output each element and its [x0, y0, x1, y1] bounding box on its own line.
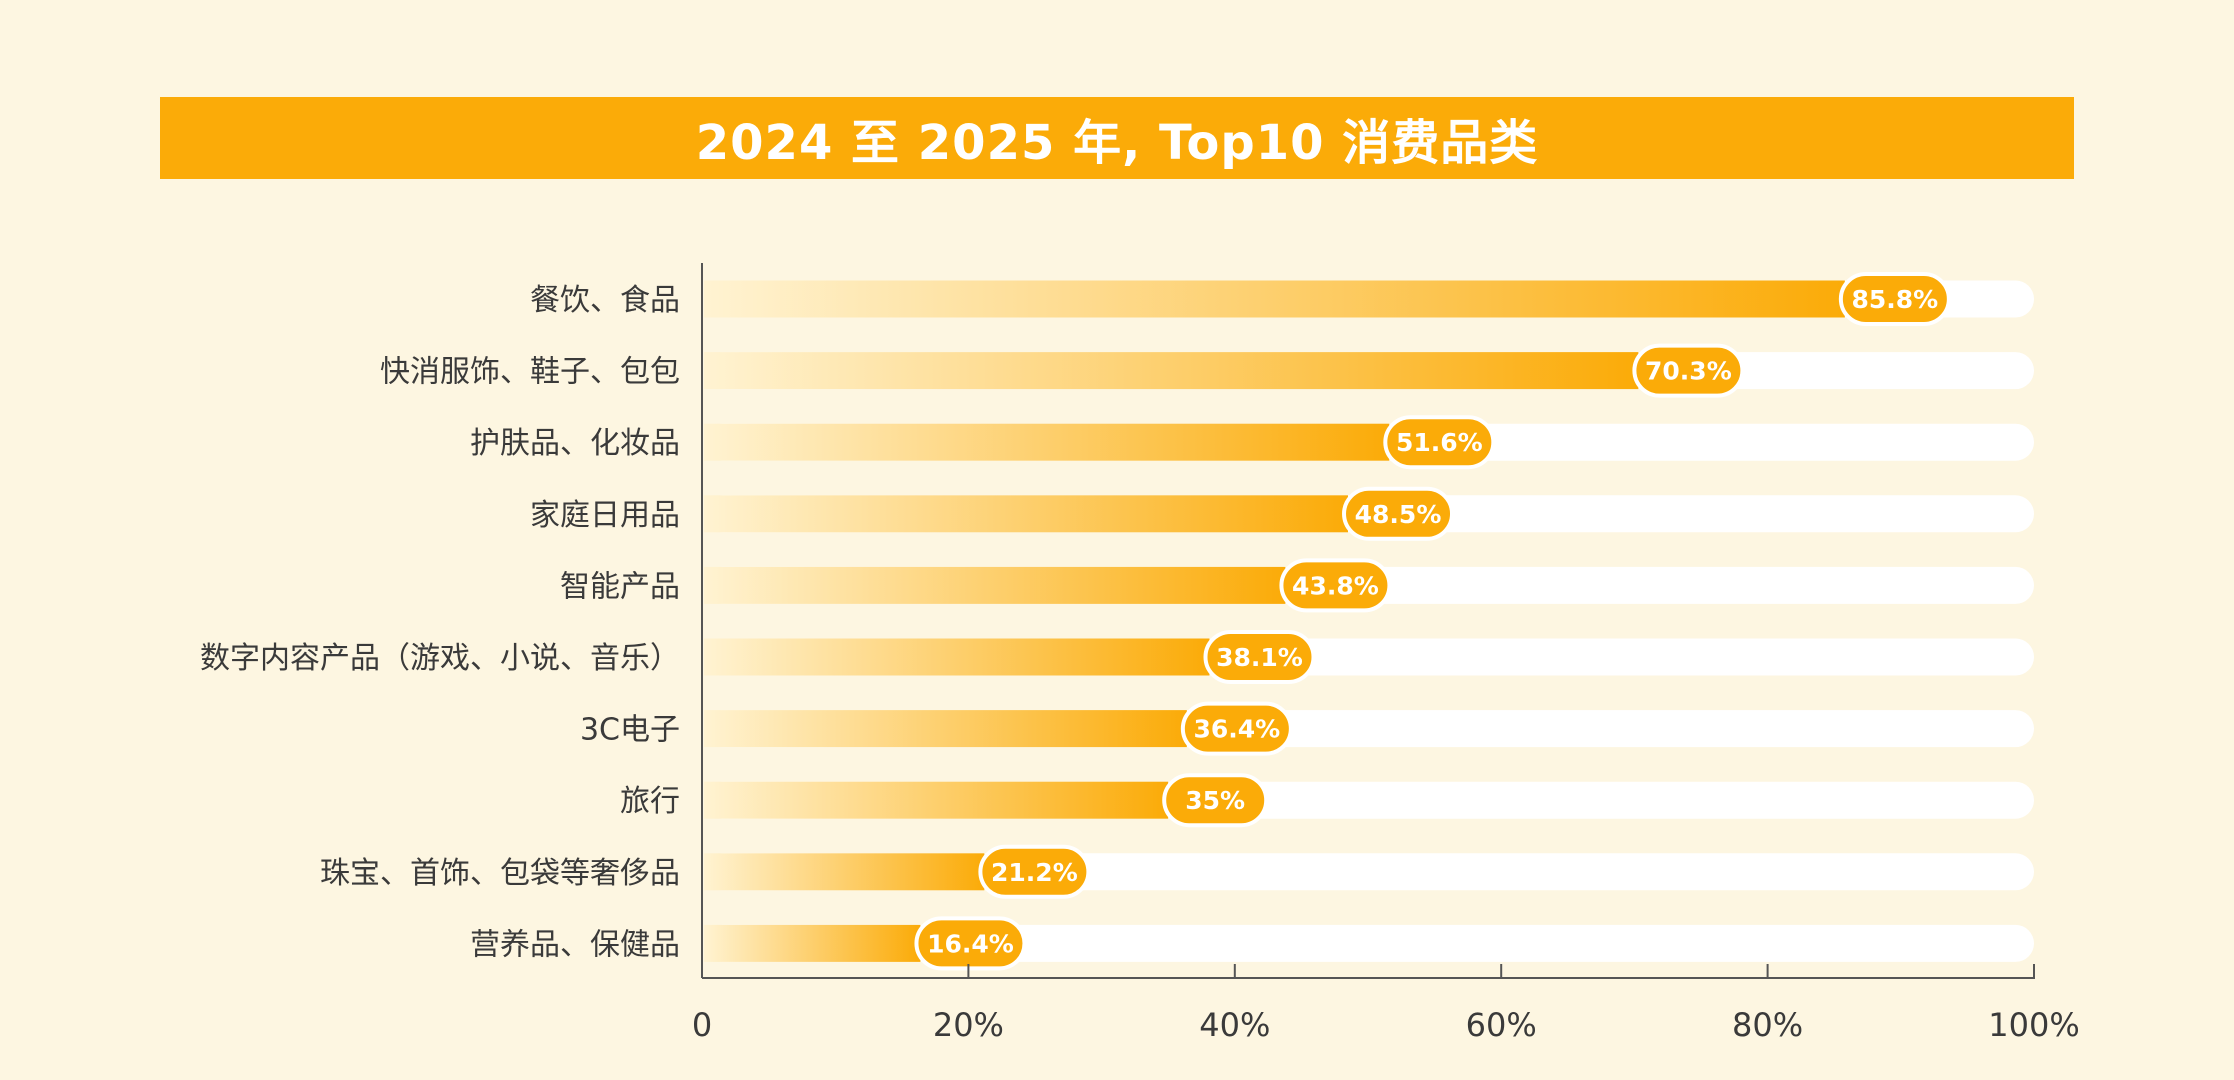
bar: [704, 566, 1286, 604]
value-label: 85.8%: [1851, 285, 1938, 314]
value-pill: [1180, 701, 1293, 756]
category-label: 数字内容产品（游戏、小说、音乐）: [200, 641, 680, 676]
bar: [704, 352, 1639, 390]
x-tick-label: 100%: [1988, 1006, 2079, 1044]
bar: [704, 710, 1187, 748]
value-label: 21.2%: [991, 858, 1078, 887]
bar: [704, 781, 1169, 819]
value-pill: [1632, 343, 1745, 398]
bar: [704, 924, 921, 962]
category-label: 餐饮、食品: [530, 283, 680, 318]
value-label: 51.6%: [1396, 428, 1483, 457]
x-tick-label: 60%: [1466, 1006, 1537, 1044]
x-tick-label: 20%: [933, 1006, 1004, 1044]
value-pill: [1383, 415, 1496, 470]
chart-title-banner: 2024 至 2025 年, Top10 消费品类: [160, 97, 2074, 179]
value-label: 36.4%: [1193, 715, 1280, 744]
category-labels: 餐饮、食品快消服饰、鞋子、包包护肤品、化妆品家庭日用品智能产品数字内容产品（游戏…: [200, 283, 680, 962]
x-tick-labels: 0 20% 40% 60% 80% 100%: [692, 1006, 2080, 1044]
category-label: 快消服饰、鞋子、包包: [380, 355, 680, 390]
bar-track: [704, 924, 2034, 962]
x-tick-label: 40%: [1199, 1006, 1270, 1044]
category-label: 智能产品: [560, 569, 680, 604]
category-label: 家庭日用品: [530, 498, 680, 533]
value-pill: [1838, 272, 1951, 326]
value-pill: [1279, 558, 1392, 613]
value-pill: [978, 844, 1091, 899]
bar: [704, 280, 1845, 318]
x-tick-label: 0: [692, 1006, 712, 1044]
value-pill: [914, 916, 1027, 971]
x-tick-label: 80%: [1732, 1006, 1803, 1044]
category-label: 3C电子: [580, 713, 680, 748]
value-label: 35%: [1185, 786, 1245, 815]
category-label: 护肤品、化妆品: [470, 426, 680, 461]
value-label: 70.3%: [1645, 357, 1732, 386]
value-pill: [1162, 773, 1269, 828]
bar: [704, 495, 1349, 533]
chart-title: 2024 至 2025 年, Top10 消费品类: [695, 115, 1539, 171]
axes: [701, 263, 2035, 979]
bar: [704, 423, 1390, 461]
category-label: 旅行: [620, 784, 680, 819]
value-pill: [1342, 486, 1455, 541]
value-label: 48.5%: [1355, 500, 1442, 529]
value-label: 38.1%: [1216, 643, 1303, 672]
category-label: 营养品、保健品: [470, 927, 680, 962]
value-label: 43.8%: [1292, 571, 1379, 600]
bar: [704, 853, 985, 891]
bars: [704, 280, 1845, 962]
value-label: 16.4%: [927, 929, 1014, 958]
bar: [704, 638, 1210, 676]
value-pill: [1203, 630, 1316, 684]
category-label: 珠宝、首饰、包袋等奢侈品: [320, 856, 680, 891]
value-labels: 85.8% 70.3% 51.6% 48.5% 43.8% 38.1% 36.4% 35% 21…: [914, 272, 1951, 971]
